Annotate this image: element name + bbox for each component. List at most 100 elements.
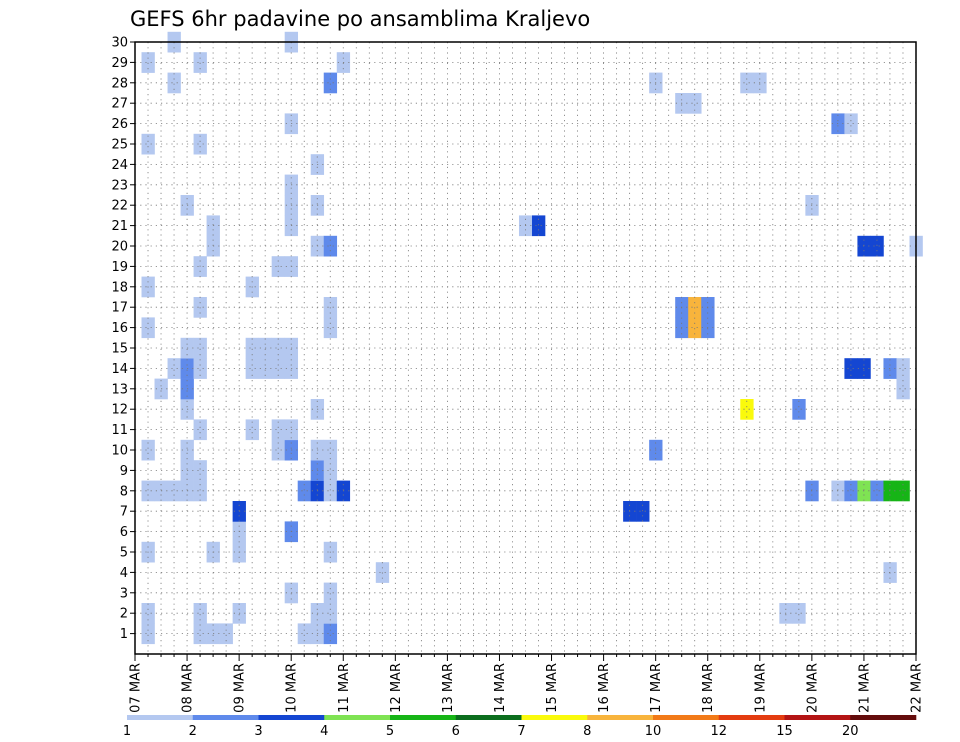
heatmap-cell (297, 623, 312, 645)
heatmap-cell (792, 603, 806, 624)
x-tick-label: 14 MAR (493, 663, 508, 713)
legend-label: 15 (776, 724, 793, 739)
legend-label: 6 (452, 724, 460, 739)
legend-label: 1 (123, 724, 131, 739)
heatmap-cell (323, 72, 338, 94)
legend-label: 7 (517, 724, 525, 739)
heatmap-cell (141, 317, 155, 339)
x-tick-label: 20 MAR (805, 663, 820, 713)
x-tick-label: 16 MAR (597, 663, 612, 713)
heatmap-cell (193, 337, 207, 359)
heatmap-cell (297, 480, 312, 502)
y-tick-label: 17 (111, 301, 128, 316)
heatmap-cell (870, 235, 884, 257)
y-tick-label: 20 (111, 240, 128, 255)
y-tick-label: 9 (120, 464, 128, 479)
x-tick-label: 17 MAR (649, 663, 664, 713)
heatmap-cell (219, 623, 233, 645)
legend-label: 4 (320, 724, 328, 739)
heatmap-cell (323, 439, 338, 461)
legend-swatch (784, 715, 851, 720)
heatmap-cell (323, 623, 338, 645)
legend-swatch (258, 715, 325, 720)
heatmap-cell (141, 603, 155, 624)
heatmap-cell (870, 480, 884, 502)
y-tick-label: 21 (111, 219, 128, 234)
heatmap-cell (245, 419, 259, 441)
heatmap-cell (193, 133, 207, 155)
legend-swatch (390, 715, 457, 720)
heatmap-cell (844, 358, 858, 379)
y-tick-label: 27 (111, 97, 128, 112)
legend-label: 5 (386, 724, 394, 739)
legend-swatch (455, 715, 522, 720)
heatmap-cell (740, 399, 754, 420)
legend-label: 3 (254, 724, 262, 739)
x-tick-label: 19 MAR (753, 663, 768, 713)
x-tick-label: 08 MAR (181, 663, 196, 713)
x-tick-label: 07 MAR (129, 663, 144, 713)
heatmap-cell (323, 317, 338, 339)
heatmap-cell (688, 317, 702, 339)
heatmap-cell (896, 480, 910, 502)
color-legend: 1 2 3 4 5 6 7 8 10 12 15 20 (123, 715, 917, 739)
heatmap-cell (844, 480, 858, 502)
legend-swatch (718, 715, 785, 720)
heatmap-cell (323, 603, 338, 624)
heatmap-cell (193, 358, 207, 379)
heatmap-cell (167, 358, 181, 379)
x-tick-label: 15 MAR (545, 663, 560, 713)
y-tick-label: 24 (111, 158, 128, 173)
heatmap-cell (271, 439, 285, 461)
y-tick-label: 2 (120, 607, 128, 622)
heatmap-cell (271, 419, 285, 441)
heatmap-cell (844, 113, 858, 135)
x-tick-label: 11 MAR (337, 663, 352, 713)
heatmap-cell (193, 419, 207, 441)
y-tick-label: 26 (111, 117, 128, 132)
y-tick-label: 3 (120, 586, 128, 601)
x-tick-label: 13 MAR (441, 663, 456, 713)
y-tick-label: 7 (120, 505, 128, 520)
heatmap-cell (323, 460, 338, 481)
y-tick-label: 6 (120, 525, 128, 540)
heatmap-cell (141, 439, 155, 461)
heatmap-cell (141, 480, 155, 502)
y-tick-label: 15 (111, 342, 128, 357)
x-tick-label: 10 MAR (285, 663, 300, 713)
heatmap-cell (193, 623, 207, 645)
x-tick-label: 22 MAR (910, 663, 925, 713)
y-tick-label: 14 (111, 362, 128, 377)
y-tick-label: 18 (111, 280, 128, 295)
heatmap-cell (271, 358, 285, 379)
heatmap-cell (896, 358, 910, 379)
y-tick-label: 19 (111, 260, 128, 275)
x-tick-label: 09 MAR (233, 663, 248, 713)
legend-swatch (324, 715, 391, 720)
heatmap-cell (792, 399, 806, 420)
heatmap-cell (636, 501, 650, 522)
y-tick-label: 16 (111, 321, 128, 336)
y-tick-label: 4 (120, 566, 128, 581)
y-tick-label: 13 (111, 382, 128, 397)
heatmap-cell (141, 623, 155, 645)
y-tick-label: 1 (120, 627, 128, 642)
legend-label: 2 (189, 724, 197, 739)
heatmap-cell (323, 235, 338, 257)
heatmap-cell (193, 460, 207, 481)
y-tick-label: 11 (111, 423, 128, 438)
heatmap-cell (323, 480, 338, 502)
heatmap-cells (141, 31, 923, 645)
y-tick-label: 22 (111, 199, 128, 214)
y-axis: 1234567891011121314151617181920212223242… (111, 36, 135, 642)
y-tick-label: 25 (111, 138, 128, 153)
legend-swatch (850, 715, 917, 720)
legend-label: 12 (710, 724, 727, 739)
y-tick-label: 8 (120, 484, 128, 499)
y-tick-label: 10 (111, 444, 128, 459)
legend-swatch (521, 715, 588, 720)
y-tick-label: 23 (111, 178, 128, 193)
heatmap-cell (740, 72, 754, 94)
heatmap-cell (167, 72, 181, 94)
heatmap-cell (245, 358, 259, 379)
